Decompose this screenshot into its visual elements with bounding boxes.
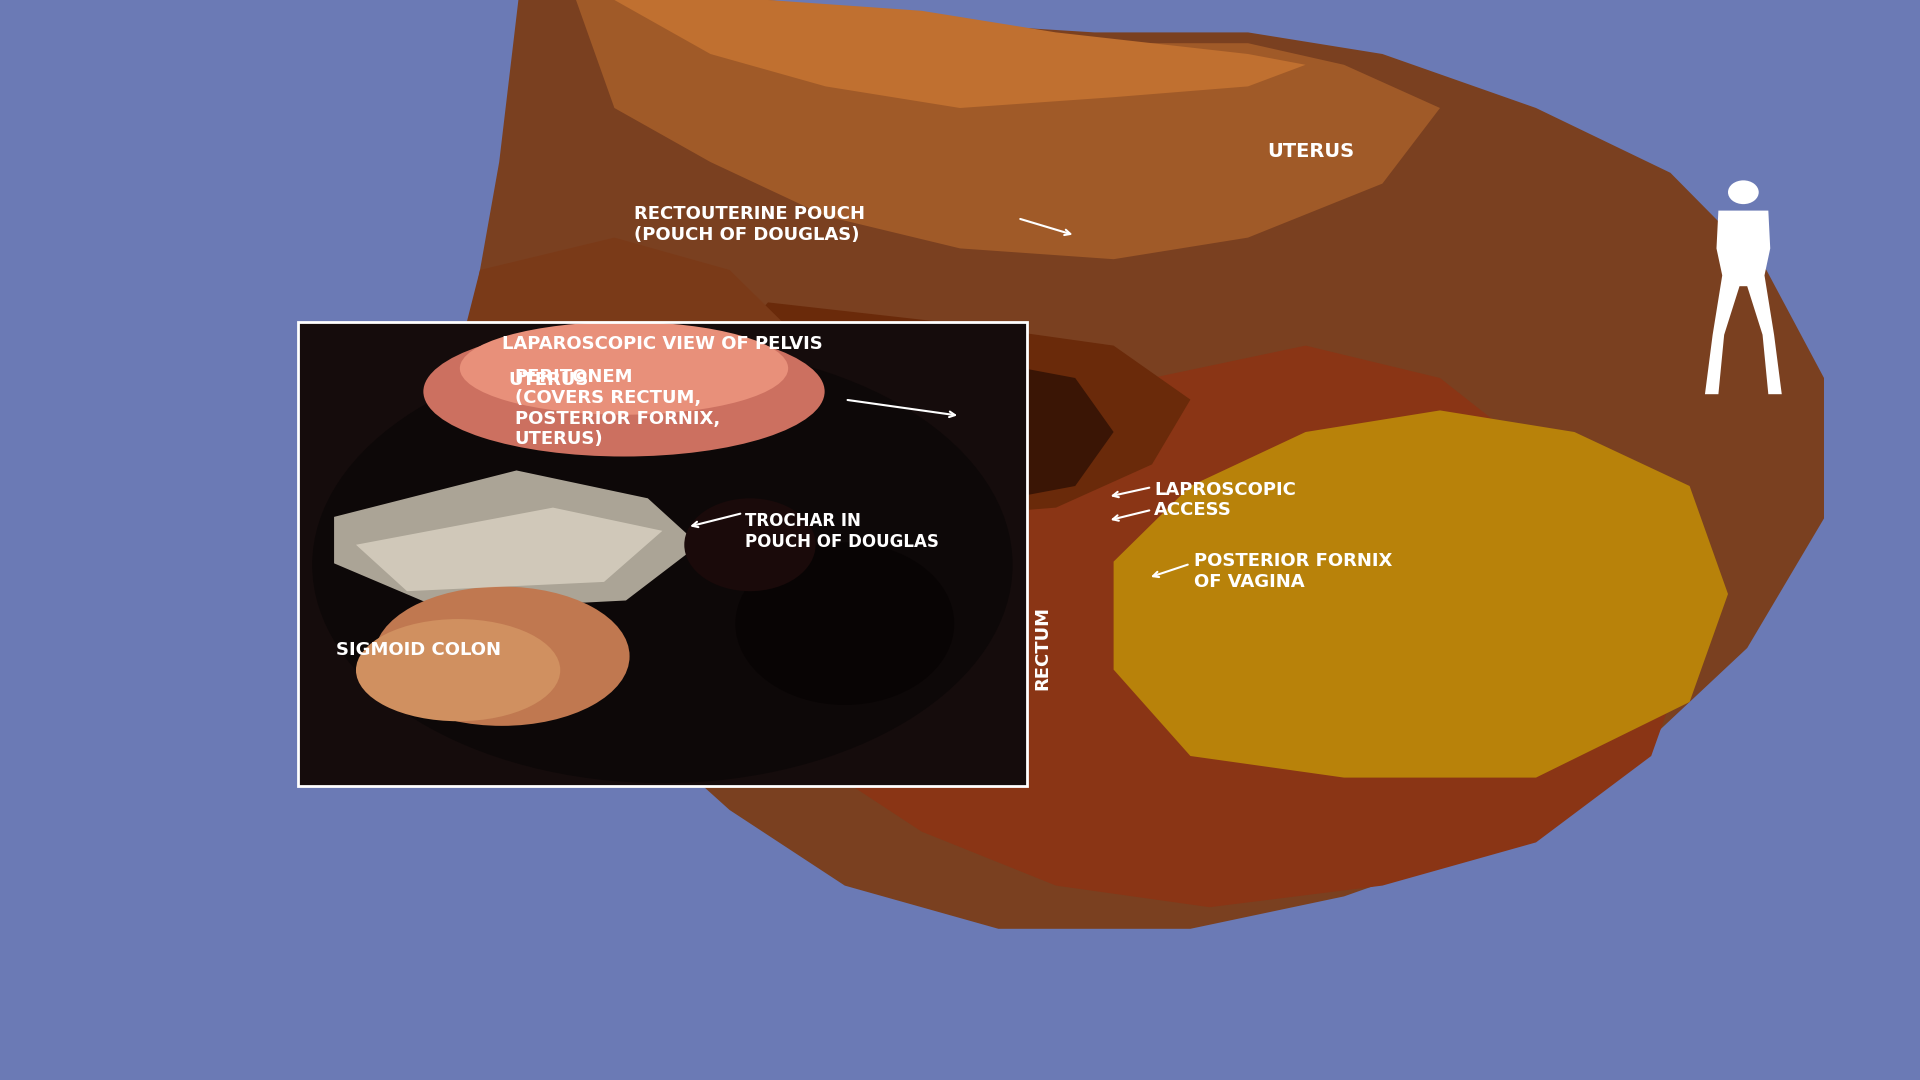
Text: UTERUS: UTERUS	[509, 372, 589, 389]
Polygon shape	[730, 302, 1190, 518]
Polygon shape	[614, 0, 1306, 108]
Bar	[298, 322, 1027, 786]
Ellipse shape	[735, 542, 954, 705]
Polygon shape	[355, 508, 662, 591]
Text: PERITONEM
(COVERS RECTUM,
POSTERIOR FORNIX,
UTERUS): PERITONEM (COVERS RECTUM, POSTERIOR FORN…	[515, 368, 720, 448]
Polygon shape	[1114, 410, 1728, 778]
Bar	[298, 322, 1027, 786]
Ellipse shape	[313, 347, 1012, 783]
Polygon shape	[1705, 211, 1782, 394]
Text: SIGMOID COLON: SIGMOID COLON	[336, 642, 501, 659]
Polygon shape	[768, 346, 1114, 508]
Text: RECTOUTERINE POUCH
(POUCH OF DOUGLAS): RECTOUTERINE POUCH (POUCH OF DOUGLAS)	[634, 205, 864, 244]
Ellipse shape	[374, 586, 630, 726]
Text: LAPAROSCOPIC VIEW OF PELVIS: LAPAROSCOPIC VIEW OF PELVIS	[501, 335, 824, 353]
Text: UTERUS: UTERUS	[1267, 141, 1354, 161]
Ellipse shape	[684, 498, 816, 591]
Ellipse shape	[355, 619, 561, 721]
Polygon shape	[576, 0, 1440, 259]
Text: TROCHAR IN
POUCH OF DOUGLAS: TROCHAR IN POUCH OF DOUGLAS	[745, 512, 939, 551]
Polygon shape	[334, 471, 699, 610]
Ellipse shape	[422, 326, 824, 457]
Ellipse shape	[459, 322, 787, 415]
Ellipse shape	[1728, 180, 1759, 204]
Polygon shape	[768, 346, 1690, 907]
Text: LAPROSCOPIC
ACCESS: LAPROSCOPIC ACCESS	[1154, 481, 1296, 519]
Text: POSTERIOR FORNIX
OF VAGINA: POSTERIOR FORNIX OF VAGINA	[1194, 552, 1392, 591]
Text: RECTUM: RECTUM	[1033, 606, 1052, 690]
Polygon shape	[461, 0, 1824, 929]
Polygon shape	[461, 238, 806, 583]
